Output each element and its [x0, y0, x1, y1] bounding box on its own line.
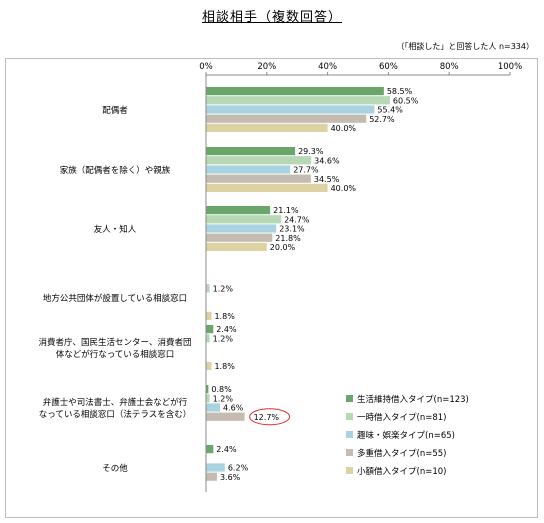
- data-label: 1.2%: [213, 394, 234, 403]
- data-label: 1.8%: [214, 312, 235, 321]
- data-label: 3.6%: [220, 473, 241, 482]
- category-label: その他: [102, 463, 128, 474]
- bar: [206, 123, 328, 132]
- bar: [206, 233, 273, 242]
- x-tick-label: 60%: [379, 62, 398, 72]
- bar: [206, 105, 375, 114]
- bar: [206, 224, 277, 233]
- data-label: 2.4%: [216, 445, 237, 454]
- legend-label: 一時借入タイプ(n=81): [357, 412, 446, 423]
- data-label: 4.6%: [223, 404, 244, 413]
- data-label: 21.8%: [275, 234, 301, 243]
- data-label: 1.2%: [213, 334, 234, 343]
- data-label: 6.2%: [228, 464, 249, 473]
- bar: [206, 472, 217, 481]
- bar: [206, 385, 209, 394]
- category-label: 弁護士や司法書士、弁護士会などが行: [43, 397, 188, 408]
- sample-note: （「相談した」と回答した人 n=334）: [396, 42, 534, 51]
- bar: [206, 463, 225, 472]
- chart-title: 相談相手（複数回答）: [201, 10, 342, 25]
- legend-label: 小額借入タイプ(n=10): [357, 466, 446, 477]
- data-label: 55.4%: [377, 106, 403, 115]
- legend-label: 趣味・娯楽タイプ(n=65): [357, 430, 455, 441]
- chart-frame: [5, 58, 538, 518]
- bar: [206, 325, 214, 334]
- data-label: 2.4%: [216, 325, 237, 334]
- legend-swatch: [346, 431, 353, 438]
- legend-swatch: [346, 413, 353, 420]
- bar: [206, 156, 312, 165]
- bar: [206, 215, 282, 224]
- bar: [206, 311, 212, 320]
- bar: [206, 445, 214, 454]
- bar: [206, 284, 210, 293]
- x-tick-label: 20%: [257, 62, 276, 72]
- data-label: 12.7%: [254, 413, 280, 422]
- x-tick-label: 100%: [498, 62, 522, 72]
- legend-swatch: [346, 467, 353, 474]
- x-tick-label: 80%: [440, 62, 459, 72]
- bar: [206, 114, 367, 123]
- bar: [206, 394, 210, 403]
- legend-label: 生活維持借入タイプ(n=123): [357, 394, 469, 405]
- data-label: 60.5%: [393, 96, 419, 105]
- data-label: 1.2%: [213, 284, 234, 293]
- bar: [206, 242, 267, 251]
- data-label: 24.7%: [284, 215, 310, 224]
- bar: [206, 147, 296, 156]
- data-label: 20.0%: [270, 243, 296, 252]
- data-label: 1.8%: [214, 362, 235, 371]
- data-label: 21.1%: [273, 206, 299, 215]
- category-label: 体などが行なっている相談窓口: [56, 349, 175, 360]
- highlight-ellipse: [249, 408, 291, 426]
- bar: [206, 87, 384, 96]
- category-label: 配偶者: [102, 105, 128, 116]
- data-label: 29.3%: [298, 147, 324, 156]
- data-label: 52.7%: [369, 115, 395, 124]
- data-label: 58.5%: [387, 87, 413, 96]
- data-label: 40.0%: [331, 184, 357, 193]
- legend-swatch: [346, 449, 353, 456]
- bar: [206, 206, 271, 215]
- category-label: 家族（配偶者を除く）や親族: [60, 165, 171, 176]
- data-label: 34.5%: [314, 175, 340, 184]
- data-label: 27.7%: [293, 166, 319, 175]
- data-label: 23.1%: [279, 225, 305, 234]
- data-label: 34.6%: [314, 156, 340, 165]
- bar: [206, 361, 212, 370]
- data-label: 40.0%: [331, 124, 357, 133]
- x-tick-label: 40%: [318, 62, 337, 72]
- legend-label: 多重借入タイプ(n=55): [357, 448, 446, 459]
- x-tick-label: 0%: [199, 62, 213, 72]
- category-label: なっている相談窓口（法テラスを含む）: [39, 409, 191, 420]
- bar: [206, 183, 328, 192]
- legend-swatch: [346, 395, 353, 402]
- bar: [206, 174, 311, 183]
- category-label: 地方公共団体が設置している相談窓口: [43, 293, 187, 304]
- bar: [206, 165, 291, 174]
- bar: [206, 96, 390, 105]
- category-label: 消費者庁、国民生活センター、消費者団: [39, 337, 192, 348]
- data-label: 0.8%: [211, 385, 232, 394]
- category-label: 友人・知人: [94, 224, 137, 235]
- bar: [206, 412, 245, 421]
- bar: [206, 334, 210, 343]
- bar: [206, 403, 220, 412]
